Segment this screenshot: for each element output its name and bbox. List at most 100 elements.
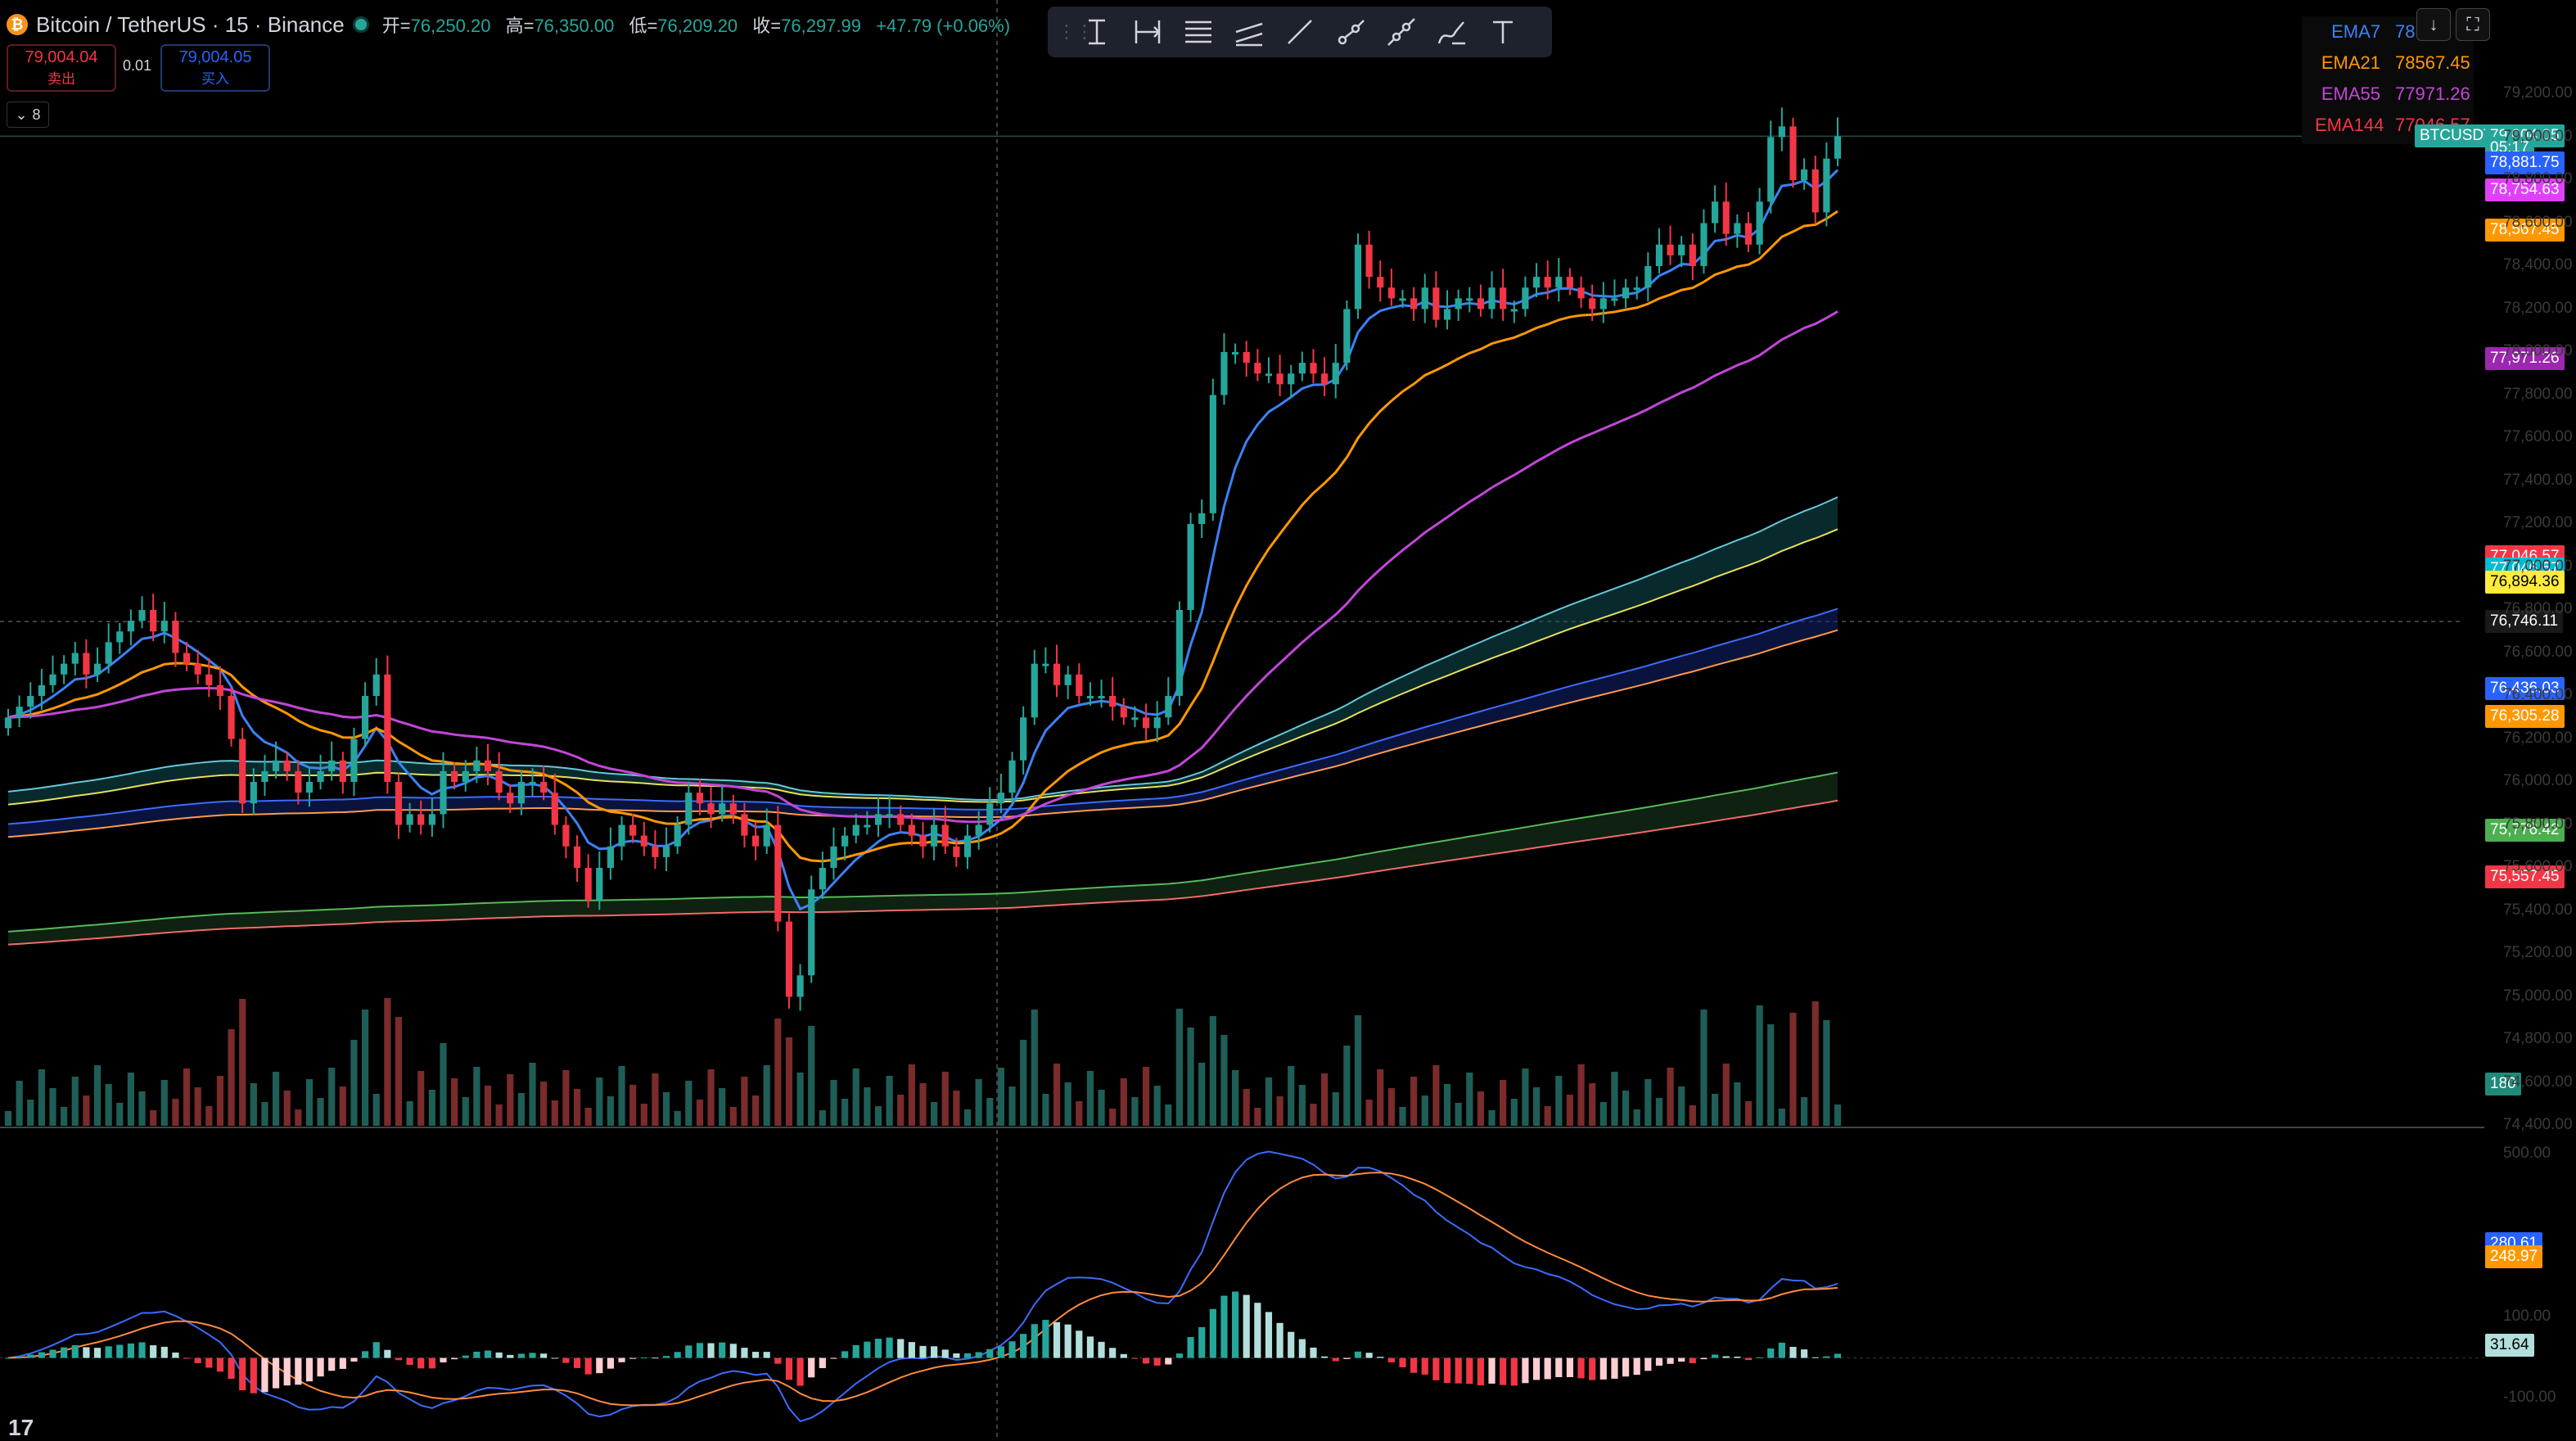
price-tick: 75,600.00 (2503, 858, 2573, 875)
macd-histogram-bar (105, 1346, 112, 1358)
drag-handle-icon[interactable]: ⋮⋮ (1058, 21, 1094, 42)
volume-bar (1343, 1046, 1351, 1126)
candle-body (864, 824, 871, 828)
trend-angle-icon[interactable] (1074, 9, 1120, 55)
symbol-header: ₿ Bitcoin / TetherUS · 15 · Binance 开=76… (7, 8, 1020, 41)
order-quantity[interactable]: 0.01 (123, 57, 152, 74)
extended-line-icon[interactable] (1378, 9, 1424, 55)
candle-body (1076, 674, 1083, 696)
volume-bar (1667, 1068, 1674, 1126)
volume-bar (150, 1110, 157, 1126)
indicators-collapse-button[interactable]: ⌄ 8 (7, 102, 49, 128)
date-range-icon[interactable] (1125, 9, 1171, 55)
macd-histogram-bar (250, 1357, 257, 1394)
volume-bar (685, 1081, 692, 1126)
macd-histogram-bar (886, 1337, 893, 1358)
drawing-toolbar: ⋮⋮ (1048, 7, 1552, 57)
volume-bar (339, 1086, 346, 1126)
candle-body (540, 782, 548, 793)
volume-bar (350, 1040, 358, 1126)
fib-retracement-icon[interactable] (1175, 9, 1221, 55)
candle-body (551, 793, 558, 825)
candle-body (652, 846, 659, 857)
trend-line-icon[interactable] (1277, 9, 1323, 55)
ray-icon[interactable] (1328, 9, 1374, 55)
macd-histogram-bar (1310, 1347, 1317, 1358)
parallel-channel-icon[interactable] (1226, 9, 1272, 55)
candle-body (406, 814, 413, 825)
candle-body (205, 674, 213, 685)
volume-bar (1354, 1015, 1362, 1126)
volume-bar (719, 1088, 726, 1126)
fullscreen-icon[interactable]: ⛶ (2456, 8, 2490, 41)
candle-body (741, 814, 748, 836)
candle-body (1321, 373, 1329, 385)
text-icon[interactable] (1480, 9, 1526, 55)
macd-histogram-bar (1544, 1357, 1551, 1380)
macd-histogram-bar (317, 1357, 324, 1377)
sell-button[interactable]: 79,004.04 卖出 (7, 44, 116, 92)
candle-body (1599, 298, 1607, 309)
volume-bar (1076, 1101, 1083, 1126)
volume-bar (1712, 1094, 1719, 1126)
symbol-title[interactable]: Bitcoin / TetherUS · 15 · Binance (36, 11, 345, 37)
download-icon[interactable]: ↓ (2416, 8, 2451, 41)
volume-bar (440, 1043, 447, 1126)
volume-bar (584, 1108, 592, 1126)
candle-body (1175, 610, 1184, 696)
volume-bar (997, 1068, 1004, 1126)
volume-bar (138, 1091, 146, 1126)
macd-histogram-bar (16, 1356, 23, 1358)
volume-bar (607, 1096, 615, 1126)
candle-body (607, 846, 615, 868)
candle-body (1220, 352, 1228, 395)
volume-bar (908, 1064, 915, 1126)
macd-histogram-bar (1231, 1291, 1239, 1358)
candle-body (596, 868, 603, 901)
macd-histogram-bar (584, 1357, 592, 1375)
volume-bar (1421, 1095, 1428, 1126)
candle-body (1165, 696, 1172, 718)
candle-body (1466, 298, 1473, 301)
candle-body (16, 707, 23, 718)
volume-bar (473, 1067, 480, 1126)
candle-body (897, 814, 905, 825)
candle-body (417, 814, 425, 825)
volume-bar (1254, 1108, 1261, 1126)
volume-bar (1387, 1088, 1395, 1126)
brush-icon[interactable] (1429, 9, 1475, 55)
candle-body (1500, 287, 1507, 309)
macd-histogram-bar (1410, 1357, 1418, 1373)
macd-histogram-bar (1332, 1357, 1339, 1362)
volume-bar (1566, 1095, 1574, 1126)
macd-histogram-bar (1712, 1354, 1719, 1358)
macd-tick: -100.00 (2503, 1389, 2556, 1407)
macd-histogram-bar (1265, 1312, 1273, 1358)
candle-body (1611, 298, 1618, 301)
volume-bar (1131, 1097, 1139, 1126)
candle-body (1655, 244, 1663, 266)
macd-histogram-bar (183, 1357, 191, 1359)
ema-legend-row[interactable]: EMA21 78567.45 (2321, 52, 2470, 73)
volume-bar (1611, 1072, 1618, 1126)
candle-body (1811, 169, 1819, 213)
volume-bar (194, 1087, 201, 1126)
macd-histogram-bar (1644, 1357, 1652, 1371)
macd-histogram-bar (1577, 1357, 1585, 1379)
price-tick: 76,600.00 (2503, 643, 2573, 661)
ema-legend-row[interactable]: EMA55 77971.26 (2321, 84, 2470, 104)
candle-body (919, 835, 927, 847)
macd-histogram-bar (562, 1357, 570, 1363)
candle-body (116, 631, 124, 643)
candle-body (428, 814, 435, 825)
buy-button[interactable]: 79,004.05 买入 (160, 44, 270, 92)
price-change: +47.79 (+0.06%) (876, 16, 1011, 36)
volume-bar (1410, 1077, 1418, 1126)
price-tick: 77,000.00 (2503, 557, 2573, 575)
volume-bar (1823, 1020, 1830, 1126)
volume-bar (1265, 1077, 1273, 1126)
macd-histogram-bar (395, 1357, 403, 1361)
candle-body (963, 835, 972, 857)
macd-histogram-bar (1165, 1357, 1172, 1365)
